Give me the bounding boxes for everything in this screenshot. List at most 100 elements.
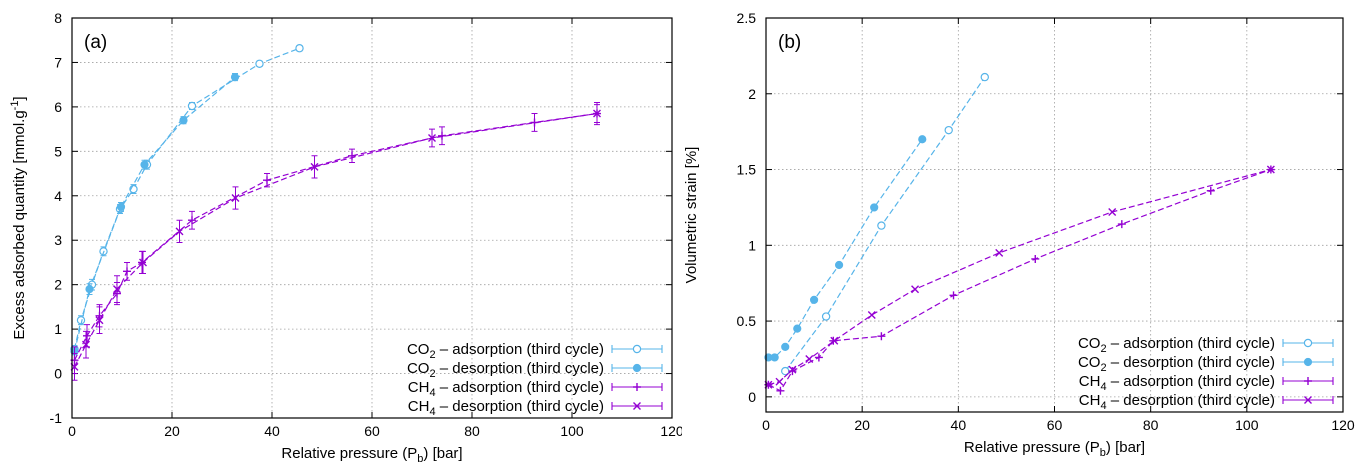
data-point	[633, 383, 641, 391]
data-point	[870, 203, 879, 212]
x-tick-label: 120	[660, 423, 682, 439]
x-tick-label: 60	[364, 423, 380, 439]
x-axis-label-end: ) [bar]	[1106, 439, 1145, 456]
legend-label-sub: 2	[429, 349, 435, 361]
data-point	[95, 316, 104, 325]
y-axis-label-text: Excess adsorbed quantity [mmol.g	[11, 110, 28, 339]
data-point	[188, 216, 196, 225]
data-point	[295, 44, 304, 53]
data-point	[830, 336, 839, 345]
legend: CO2 – adsorption (third cycle)CO2 – deso…	[407, 341, 663, 418]
x-axis-label-sub: b	[1100, 447, 1106, 459]
y-axis-label-sup: -1	[9, 101, 21, 111]
data-point	[230, 73, 240, 82]
legend-label-sub: 2	[1100, 362, 1106, 374]
data-point	[179, 116, 188, 125]
data-point	[1303, 357, 1313, 367]
x-tick-label: 20	[854, 417, 870, 433]
series-3	[70, 104, 601, 381]
data-point	[877, 221, 886, 230]
data-point	[85, 285, 94, 294]
series-line	[768, 138, 923, 359]
x-tick-label: 80	[1143, 417, 1159, 433]
legend-label: CO2 – adsorption (third cycle)	[407, 341, 604, 361]
data-point	[944, 125, 953, 135]
legend-label-rest: – desorption (third cycle)	[1107, 354, 1275, 371]
data-point	[139, 258, 147, 267]
x-axis-label-text: Relative pressure (P	[964, 439, 1100, 456]
panel-label: (b)	[778, 32, 801, 53]
data-point	[348, 151, 356, 160]
x-tick-label: 40	[264, 423, 280, 439]
x-tick-label: 60	[1047, 417, 1063, 433]
legend-label-sub: 2	[429, 368, 435, 380]
series-1	[764, 135, 927, 362]
data-point	[1304, 396, 1312, 404]
y-tick-label: 1.5	[737, 162, 757, 178]
series-0	[781, 72, 989, 376]
y-tick-label: 7	[54, 54, 62, 70]
series-2	[764, 165, 1275, 395]
y-tick-label: 4	[54, 188, 62, 204]
data-point	[775, 377, 784, 386]
y-tick-label: 1	[748, 237, 756, 253]
y-tick-label: 8	[54, 10, 62, 26]
data-point	[918, 135, 927, 144]
data-point	[123, 267, 131, 276]
y-tick-label: 1	[54, 321, 62, 337]
data-point	[632, 344, 642, 354]
data-point	[83, 331, 91, 340]
data-point	[805, 354, 814, 363]
data-point	[1117, 220, 1126, 229]
y-tick-label: 2.5	[737, 10, 757, 26]
y-tick-label: 2	[54, 277, 62, 293]
legend-label-rest: – adsorption (third cycle)	[1107, 335, 1275, 352]
legend-label: CO2 – adsorption (third cycle)	[1078, 335, 1275, 355]
legend-label-text: CH	[1079, 392, 1101, 409]
data-point	[1266, 165, 1275, 174]
legend-label: CO2 – desorption (third cycle)	[1078, 354, 1275, 374]
legend-label-sub: 4	[1100, 400, 1106, 412]
legend-label-text: CH	[408, 398, 430, 415]
x-tick-label: 20	[164, 423, 180, 439]
data-point	[633, 402, 641, 410]
data-point	[438, 131, 446, 140]
y-axis-label: Volumetric strain [%]	[683, 147, 700, 284]
y-tick-label: 0.5	[737, 313, 757, 329]
data-point	[82, 340, 90, 349]
legend-label-text: CO	[1078, 335, 1101, 352]
legend-label: CO2 – desorption (third cycle)	[407, 360, 604, 380]
legend-label-sub: 4	[429, 406, 435, 418]
legend-label: CH4 – desorption (third cycle)	[1079, 392, 1275, 412]
legend-label: CH4 – desorption (third cycle)	[408, 398, 604, 418]
legend-label-rest: – adsorption (third cycle)	[436, 379, 604, 396]
grid	[766, 18, 1343, 412]
legend-label-text: CH	[1079, 373, 1101, 390]
series-line	[73, 112, 598, 368]
x-tick-label: 80	[464, 423, 480, 439]
series-2	[70, 101, 601, 375]
legend-label-rest: – desorption (third cycle)	[436, 360, 604, 377]
data-point	[793, 324, 802, 333]
series-line	[768, 168, 1272, 386]
plot-frame	[765, 17, 1344, 413]
series-line	[73, 112, 598, 361]
data-point	[1206, 186, 1215, 195]
x-axis-label-sub: b	[417, 453, 423, 465]
data-point	[949, 291, 958, 300]
y-axis-label-text: Volumetric strain [%]	[683, 147, 700, 284]
plot-frame	[71, 17, 673, 419]
y-axis-label-end: ]	[11, 96, 28, 100]
legend-label: CH4 – adsorption (third cycle)	[408, 379, 604, 399]
legend-label-text: CO	[1078, 354, 1101, 371]
series-0	[70, 44, 304, 354]
chart-panel-a: 0 20 40 60 80 100 120 -1 0 1 2 3 4 5 6 7 8 (a) Relative pr…	[9, 10, 682, 465]
data-point	[116, 202, 126, 211]
data-point	[821, 312, 831, 321]
data-point	[138, 258, 146, 267]
data-point	[788, 365, 797, 374]
data-point	[1304, 377, 1312, 385]
x-axis-label: Relative pressure (Pb) [bar]	[281, 445, 462, 465]
data-point	[175, 227, 184, 236]
